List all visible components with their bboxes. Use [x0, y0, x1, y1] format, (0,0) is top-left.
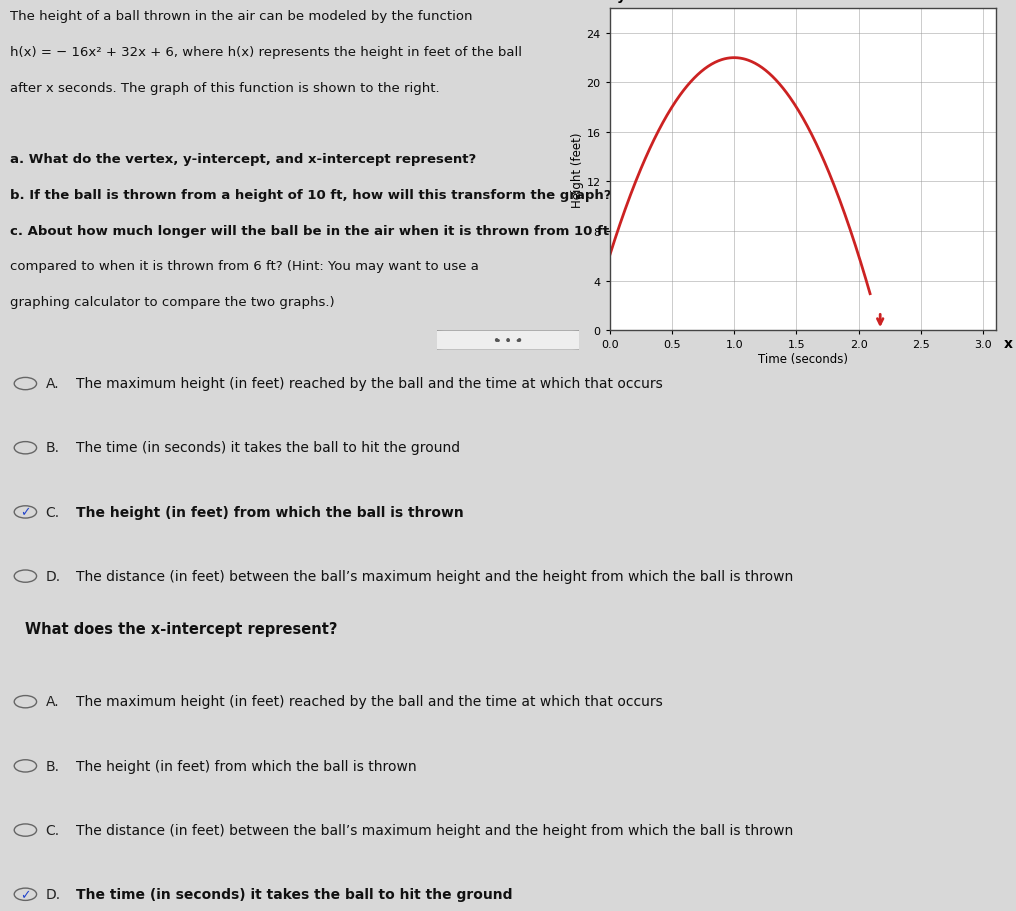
FancyBboxPatch shape: [430, 331, 586, 351]
Text: The time (in seconds) it takes the ball to hit the ground: The time (in seconds) it takes the ball …: [76, 887, 513, 901]
Text: graphing calculator to compare the two graphs.): graphing calculator to compare the two g…: [10, 296, 335, 309]
Text: ✓: ✓: [20, 888, 30, 901]
Text: h(x) = − 16x² + 32x + 6, where h(x) represents the height in feet of the ball: h(x) = − 16x² + 32x + 6, where h(x) repr…: [10, 46, 522, 59]
Text: B.: B.: [46, 759, 60, 773]
Text: The distance (in feet) between the ball’s maximum height and the height from whi: The distance (in feet) between the ball’…: [76, 823, 793, 837]
Text: • • •: • • •: [495, 336, 521, 345]
Text: ✓: ✓: [20, 506, 30, 519]
Text: The height (in feet) from which the ball is thrown: The height (in feet) from which the ball…: [76, 505, 464, 519]
Text: y: y: [618, 0, 626, 3]
Y-axis label: Height (feet): Height (feet): [571, 132, 583, 208]
Text: The height of a ball thrown in the air can be modeled by the function: The height of a ball thrown in the air c…: [10, 10, 472, 23]
Text: A.: A.: [46, 695, 59, 709]
Text: The height (in feet) from which the ball is thrown: The height (in feet) from which the ball…: [76, 759, 417, 773]
Text: The time (in seconds) it takes the ball to hit the ground: The time (in seconds) it takes the ball …: [76, 441, 460, 455]
X-axis label: Time (seconds): Time (seconds): [758, 353, 847, 365]
Text: x: x: [1004, 337, 1012, 351]
Text: The distance (in feet) between the ball’s maximum height and the height from whi: The distance (in feet) between the ball’…: [76, 569, 793, 583]
Text: What does the x-intercept represent?: What does the x-intercept represent?: [25, 621, 338, 636]
Text: a. What do the vertex, y-intercept, and x-intercept represent?: a. What do the vertex, y-intercept, and …: [10, 153, 477, 166]
Text: A.: A.: [46, 377, 59, 391]
Text: The maximum height (in feet) reached by the ball and the time at which that occu: The maximum height (in feet) reached by …: [76, 377, 663, 391]
Text: D.: D.: [46, 569, 61, 583]
Text: c. About how much longer will the ball be in the air when it is thrown from 10 f: c. About how much longer will the ball b…: [10, 224, 610, 237]
Text: The maximum height (in feet) reached by the ball and the time at which that occu: The maximum height (in feet) reached by …: [76, 695, 663, 709]
Text: b. If the ball is thrown from a height of 10 ft, how will this transform the gra: b. If the ball is thrown from a height o…: [10, 189, 612, 201]
Text: after x seconds. The graph of this function is shown to the right.: after x seconds. The graph of this funct…: [10, 82, 440, 95]
Text: B.: B.: [46, 441, 60, 455]
Text: • • •: • • •: [493, 334, 523, 347]
Text: C.: C.: [46, 505, 60, 519]
Text: D.: D.: [46, 887, 61, 901]
Text: compared to when it is thrown from 6 ft? (Hint: You may want to use a: compared to when it is thrown from 6 ft?…: [10, 260, 479, 273]
Text: C.: C.: [46, 823, 60, 837]
